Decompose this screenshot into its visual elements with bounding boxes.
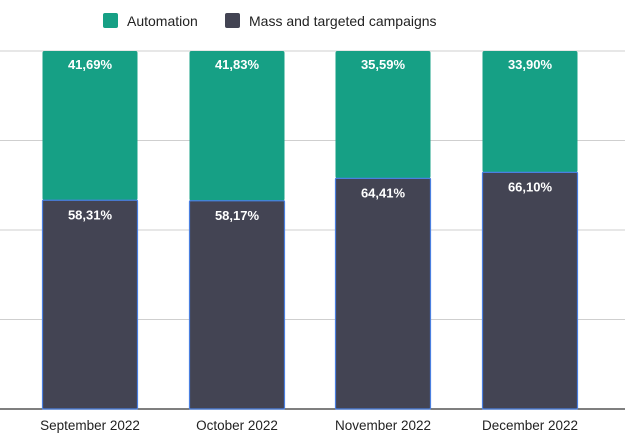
bar-automation-december-2022[interactable] (482, 51, 578, 173)
legend-swatch-automation[interactable] (103, 13, 118, 28)
data-label-layer: 41,69% 58,31% 41,83% 58,17% 35,59% 64,41% 33,9… (68, 57, 553, 223)
bar-mass-and-targeted-campaigns-october-2022[interactable] (188, 200, 286, 410)
x-tick-label: December 2022 (482, 418, 578, 433)
data-label-mass-and-targeted-campaigns-october-2022: 58,17% (215, 208, 260, 223)
bar-automation-september-2022[interactable] (42, 51, 138, 201)
x-tick-label: November 2022 (335, 418, 431, 433)
legend-label-mass-and-targeted-campaigns[interactable]: Mass and targeted campaigns (249, 13, 437, 29)
bar-mass-and-targeted-campaigns-september-2022[interactable] (41, 199, 139, 410)
data-label-automation-october-2022: 41,83% (215, 57, 260, 72)
data-label-automation-december-2022: 33,90% (508, 57, 553, 72)
bar-layer (41, 51, 579, 410)
legend-label-automation[interactable]: Automation (127, 13, 198, 29)
data-label-automation-november-2022: 35,59% (361, 57, 406, 72)
data-label-mass-and-targeted-campaigns-september-2022: 58,31% (68, 207, 113, 222)
x-tick-label: October 2022 (196, 418, 278, 433)
bar-mass-and-targeted-campaigns-november-2022[interactable] (334, 177, 432, 410)
x-axis: September 2022 October 2022 November 2022 D… (40, 418, 578, 433)
data-label-mass-and-targeted-campaigns-december-2022: 66,10% (508, 179, 553, 194)
bar-automation-november-2022[interactable] (335, 51, 431, 179)
data-label-mass-and-targeted-campaigns-november-2022: 64,41% (361, 185, 406, 200)
bar-automation-october-2022[interactable] (189, 51, 285, 201)
x-tick-label: September 2022 (40, 418, 140, 433)
data-label-automation-september-2022: 41,69% (68, 57, 113, 72)
legend-swatch-mass-and-targeted-campaigns[interactable] (225, 13, 240, 28)
legend: Automation Mass and targeted campaigns (103, 13, 437, 29)
bar-mass-and-targeted-campaigns-december-2022[interactable] (481, 171, 579, 410)
